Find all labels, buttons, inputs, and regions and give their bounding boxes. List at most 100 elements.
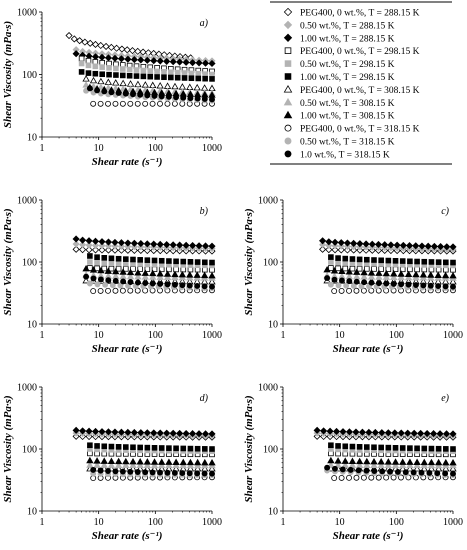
legend-marker-icon (284, 150, 292, 158)
y-tick-label: 100 (22, 258, 37, 269)
data-point (414, 445, 420, 452)
data-point (169, 429, 177, 437)
series-6 (78, 69, 215, 82)
legend-entry-6: 1.00 wt.%, T = 298.15 K (284, 73, 395, 83)
series-12 (83, 273, 215, 290)
panel-label: a) (200, 18, 209, 29)
data-point (164, 100, 171, 107)
data-point (87, 442, 93, 449)
legend-entry-12: 1.0 wt.%, T = 318.15 K (284, 150, 390, 160)
data-point (151, 92, 158, 99)
data-point (208, 242, 216, 250)
data-point (375, 269, 383, 276)
data-point (157, 100, 163, 107)
data-point (374, 240, 383, 249)
data-point (414, 266, 420, 273)
data-point (172, 458, 180, 465)
x-tick-label: 1 (281, 330, 286, 341)
legend-label: 0.50 wt.%, T = 298.15 K (300, 60, 395, 70)
data-point (195, 70, 202, 77)
x-tick-label: 10 (335, 517, 345, 528)
data-point (421, 445, 428, 452)
data-point (117, 246, 125, 254)
legend-entry-8: 0.50 wt.%, T = 308.15 K (283, 97, 395, 109)
data-point (391, 461, 400, 469)
data-point (82, 75, 90, 82)
data-point (144, 257, 151, 263)
data-point (137, 56, 145, 64)
x-tick-label: 1 (40, 517, 45, 528)
y-tick-label: 100 (22, 70, 37, 81)
y-tick-label: 1000 (17, 8, 37, 19)
data-point (85, 57, 92, 64)
x-axis-label: Shear rate (s⁻¹) (92, 343, 163, 355)
legend-marker-icon (284, 137, 292, 145)
data-point (421, 258, 428, 265)
x-axis-label: Shear rate (s⁻¹) (92, 530, 163, 542)
series-7 (82, 75, 216, 92)
data-point (65, 31, 73, 40)
data-point (149, 273, 157, 280)
data-point (98, 428, 106, 436)
data-point (90, 466, 97, 473)
data-point (332, 465, 338, 472)
data-point (123, 260, 129, 267)
data-point (91, 53, 100, 61)
data-point (119, 268, 127, 275)
data-point (102, 42, 110, 51)
data-point (420, 458, 428, 466)
data-point (193, 458, 202, 466)
data-point (407, 266, 413, 273)
x-tick-label: 100 (389, 517, 404, 528)
data-point (325, 246, 333, 254)
x-tick-label: 100 (389, 330, 404, 341)
data-point (195, 242, 203, 250)
data-point (399, 241, 407, 249)
data-point (143, 240, 151, 248)
data-point (172, 461, 180, 469)
data-point (355, 457, 364, 465)
data-point (194, 259, 201, 265)
data-point (91, 241, 100, 249)
data-point (104, 84, 113, 91)
x-tick-label: 100 (148, 330, 163, 341)
data-point (79, 241, 87, 249)
legend-entry-5: 0.50 wt.%, T = 298.15 K (284, 60, 395, 70)
data-point (410, 429, 418, 437)
data-point (176, 58, 184, 66)
data-point (164, 281, 171, 288)
data-point (377, 461, 385, 469)
data-point (141, 269, 150, 276)
data-point (130, 428, 138, 437)
data-point (93, 457, 101, 464)
data-point (187, 266, 194, 273)
series-6 (328, 442, 456, 452)
data-point (108, 260, 115, 267)
data-point (169, 241, 177, 249)
y-axis-label: Shear Viscosity (mPa·s) (2, 395, 14, 502)
data-point (173, 445, 179, 452)
data-point (158, 257, 165, 264)
x-tick-label: 10 (335, 330, 345, 341)
data-point (331, 288, 338, 294)
data-point (94, 87, 101, 94)
panel-label: c) (441, 206, 449, 217)
data-point (201, 96, 208, 102)
data-point (328, 442, 334, 449)
data-point (378, 429, 386, 437)
x-tick-label: 10 (94, 517, 104, 528)
data-point (86, 456, 94, 464)
data-point (202, 259, 208, 266)
data-point (435, 259, 442, 265)
x-tick-label: 1000 (202, 330, 222, 341)
data-point (166, 445, 172, 451)
data-point (94, 259, 100, 266)
data-point (86, 85, 93, 92)
data-point (449, 458, 457, 466)
legend-marker-icon (283, 7, 293, 17)
data-point (358, 428, 366, 436)
legend-marker-icon (283, 20, 293, 30)
data-point (136, 461, 144, 469)
data-point (320, 427, 328, 435)
data-point (410, 469, 417, 476)
